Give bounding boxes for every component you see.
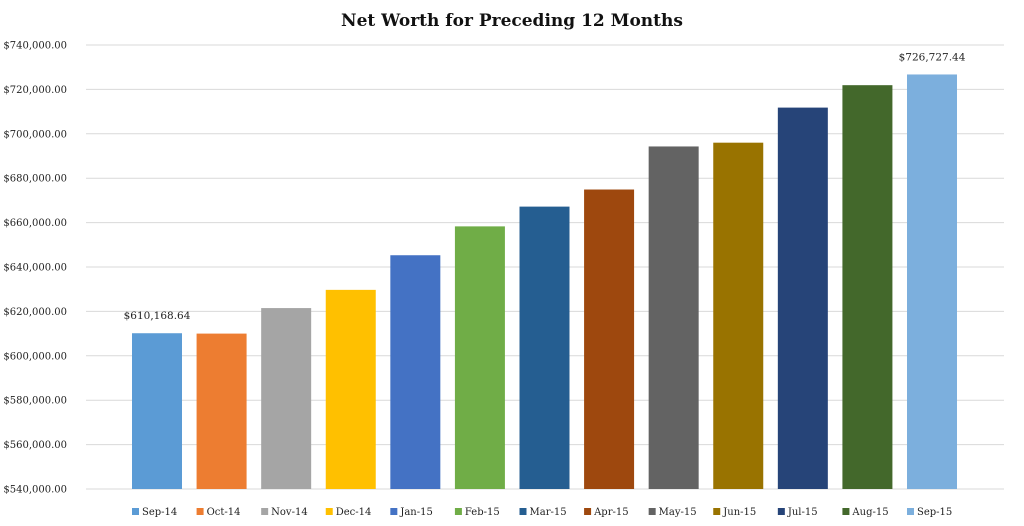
data-label: $726,727.44	[899, 51, 966, 63]
bar-aug-15	[842, 85, 893, 489]
legend-label: Apr-15	[593, 507, 629, 518]
data-labels: $610,168.64 $726,727.44	[124, 51, 966, 322]
legend-label: Dec-14	[336, 507, 372, 518]
legend-item-nov-14: Nov-14	[261, 507, 308, 518]
legend-swatch	[325, 508, 333, 515]
legend-label: Aug-15	[851, 507, 888, 518]
legend-item-feb-15: Feb-15	[454, 507, 500, 518]
legend-swatch	[390, 508, 398, 515]
legend-label: Oct-14	[207, 507, 241, 518]
legend-label: Jun-15	[722, 507, 756, 518]
legend-label: May-15	[659, 507, 697, 518]
bar-feb-15	[454, 226, 505, 489]
legend-swatch	[713, 508, 721, 515]
legend-swatch	[648, 508, 656, 515]
bar-jan-15	[390, 255, 441, 489]
legend-swatch	[132, 508, 139, 515]
bars	[132, 74, 957, 490]
data-label: $610,168.64	[124, 310, 191, 322]
y-tick-label: $640,000.00	[3, 263, 67, 274]
legend-item-may-15: May-15	[648, 507, 697, 518]
legend-label: Jul-15	[787, 507, 818, 518]
y-tick-label: $540,000.00	[3, 485, 67, 496]
legend-item-sep-14: Sep-14	[132, 507, 177, 518]
legend-item-aug-15: Aug-15	[842, 507, 889, 518]
legend-label: Jan-15	[399, 507, 433, 518]
legend-item-jul-15: Jul-15	[777, 507, 818, 518]
legend-swatch	[907, 508, 914, 515]
legend-item-oct-14: Oct-14	[196, 507, 241, 518]
legend-label: Sep-14	[142, 507, 177, 518]
legend-swatch	[261, 508, 269, 515]
bar-jul-15	[777, 107, 828, 489]
legend-label: Nov-14	[271, 507, 308, 518]
legend-swatch	[196, 508, 204, 515]
legend-swatch	[842, 508, 850, 515]
legend-label: Feb-15	[465, 507, 500, 518]
legend-item-dec-14: Dec-14	[325, 507, 372, 518]
y-tick-label: $720,000.00	[3, 85, 67, 96]
bar-nov-14	[261, 308, 312, 489]
legend-label: Sep-15	[917, 507, 952, 518]
y-tick-label: $740,000.00	[3, 41, 67, 52]
legend: Sep-14 Oct-14 Nov-14 Dec-14 Jan-15 Feb-15 Mar-…	[132, 507, 952, 518]
legend-item-mar-15: Mar-15	[519, 507, 567, 518]
y-tick-label: $660,000.00	[3, 218, 67, 229]
legend-swatch	[454, 508, 462, 515]
bar-jun-15	[713, 142, 764, 489]
y-tick-label: $700,000.00	[3, 129, 67, 140]
y-tick-label: $680,000.00	[3, 174, 67, 185]
bar-sep-15	[907, 74, 957, 489]
y-tick-label: $620,000.00	[3, 307, 67, 318]
y-axis-ticks: $540,000.00 $560,000.00 $580,000.00 $600,00…	[3, 41, 67, 496]
legend-swatch	[584, 508, 592, 515]
bar-sep-14	[132, 333, 182, 489]
bar-may-15	[648, 146, 699, 490]
legend-item-jan-15: Jan-15	[390, 507, 433, 518]
legend-swatch	[519, 508, 527, 515]
y-tick-label: $560,000.00	[3, 440, 67, 451]
legend-swatch	[777, 508, 785, 515]
y-tick-label: $580,000.00	[3, 396, 67, 407]
legend-item-sep-15: Sep-15	[907, 507, 952, 518]
y-tick-label: $600,000.00	[3, 351, 67, 362]
legend-item-jun-15: Jun-15	[713, 507, 756, 518]
legend-label: Mar-15	[530, 507, 567, 518]
bar-mar-15	[519, 206, 570, 489]
bar-oct-14	[196, 333, 247, 489]
chart-title: Net Worth for Preceding 12 Months	[341, 11, 683, 31]
bar-dec-14	[325, 289, 376, 489]
bar-apr-15	[584, 189, 635, 489]
legend-item-apr-15: Apr-15	[584, 507, 629, 518]
